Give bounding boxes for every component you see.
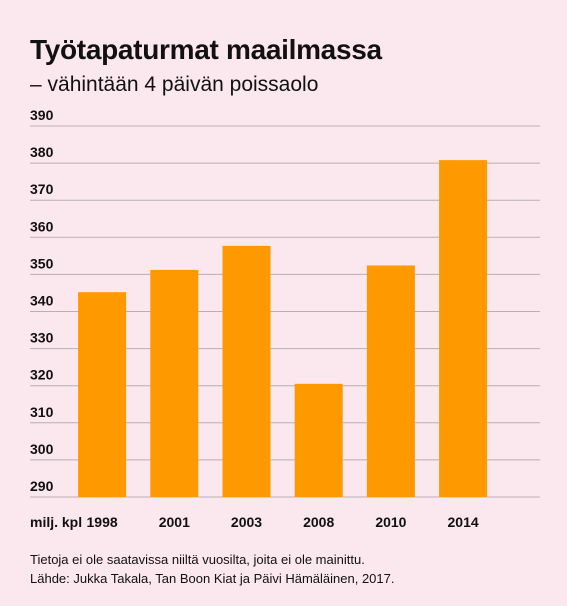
y-tick-label: 380 xyxy=(30,144,54,160)
y-axis-tick-labels: 290 300 310 320 330 340 350 360 370 380 390 xyxy=(30,107,54,494)
bar-1998 xyxy=(78,292,127,497)
x-tick-label: 2010 xyxy=(375,514,406,530)
bar-2010 xyxy=(366,265,415,497)
x-tick-label: 2014 xyxy=(448,514,479,530)
y-tick-label: 390 xyxy=(30,107,54,123)
bar-2001 xyxy=(150,269,199,497)
x-tick-label: 2003 xyxy=(231,514,262,530)
bar-2003 xyxy=(222,245,271,497)
x-tick-label: 2008 xyxy=(303,514,334,530)
chart-title: Työtapaturmat maailmassa xyxy=(30,34,382,65)
y-tick-label: 320 xyxy=(30,367,54,383)
y-tick-label: 360 xyxy=(30,218,54,234)
y-tick-label: 350 xyxy=(30,255,54,271)
bar-2008 xyxy=(294,383,343,497)
y-tick-label: 370 xyxy=(30,181,54,197)
y-tick-label: 340 xyxy=(30,293,54,309)
y-tick-label: 330 xyxy=(30,330,54,346)
y-tick-label: 300 xyxy=(30,441,54,457)
x-tick-label: 2001 xyxy=(159,514,190,530)
footnote-note: Tietoja ei ole saatavissa niiltä vuosilt… xyxy=(30,552,365,567)
bar-2014 xyxy=(439,160,488,497)
footnote-source: Lähde: Jukka Takala, Tan Boon Kiat ja Pä… xyxy=(30,571,395,586)
unit-label: milj. kpl xyxy=(30,514,82,530)
y-tick-label: 310 xyxy=(30,404,54,420)
x-axis-tick-labels: 1998 2001 2003 2008 2010 2014 xyxy=(87,514,479,530)
x-tick-label: 1998 xyxy=(87,514,118,530)
chart-subtitle: – vähintään 4 päivän poissaolo xyxy=(30,73,319,96)
bars xyxy=(78,160,488,497)
y-tick-label: 290 xyxy=(30,478,54,494)
